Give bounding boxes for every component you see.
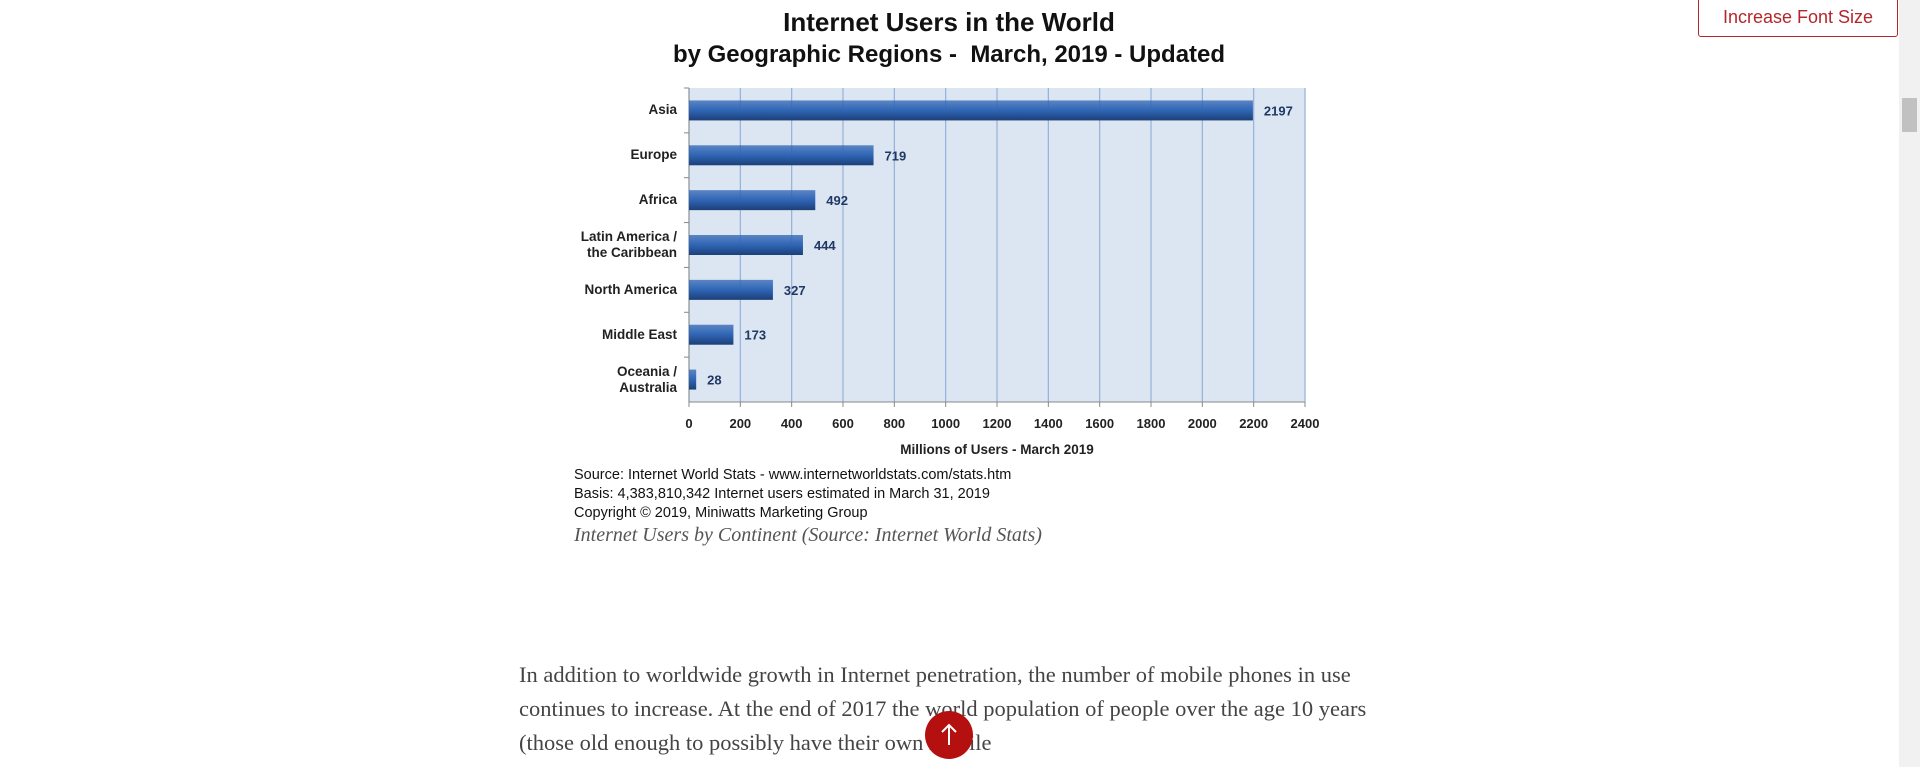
x-tick-label: 1400 (1034, 416, 1063, 431)
paragraph: In addition to worldwide growth in Inter… (519, 662, 1367, 755)
x-tick-label: 1600 (1085, 416, 1114, 431)
x-tick-label: 600 (832, 416, 854, 431)
chart-subtitle: by Geographic Regions - March, 2019 - Up… (673, 41, 1225, 68)
x-tick-label: 2200 (1239, 416, 1268, 431)
x-tick-label: 0 (685, 416, 692, 431)
bar (689, 235, 803, 255)
y-tick-label: Middle East (601, 326, 677, 342)
x-tick-label: 400 (781, 416, 803, 431)
y-tick-label: Africa (638, 192, 677, 208)
bar (689, 369, 697, 390)
x-axis-title: Millions of Users - March 2019 (900, 442, 1094, 457)
value-label: 327 (784, 283, 806, 298)
y-tick-label: Europe (630, 147, 677, 163)
x-tick-label: 1800 (1137, 416, 1166, 431)
value-label: 2197 (1264, 103, 1293, 118)
value-label: 444 (814, 238, 836, 253)
scrollbar[interactable] (1899, 0, 1920, 767)
scroll-top-button[interactable] (919, 705, 979, 765)
x-tick-label: 800 (883, 416, 905, 431)
value-label: 173 (744, 328, 766, 343)
x-tick-label: 1000 (931, 416, 960, 431)
y-tick-label: North America (584, 281, 677, 297)
chart-title: Internet Users in the World (783, 7, 1115, 37)
value-label: 492 (826, 193, 848, 208)
y-tick-label: Oceania / Australia (616, 363, 677, 395)
source-note: Basis: 4,383,810,342 Internet users esti… (574, 486, 990, 502)
increase-font-button[interactable]: Increase Font Size (1698, 0, 1898, 37)
caption: Internet Users by Continent (Source: Int… (574, 524, 1042, 546)
value-label: 719 (885, 148, 907, 163)
bar (689, 145, 874, 166)
bar (689, 190, 816, 211)
x-tick-label: 2400 (1291, 416, 1320, 431)
source-note: Source: Internet World Stats - www.inter… (574, 467, 1012, 483)
y-tick-label: Latin America / the Caribbean (580, 229, 677, 260)
bar (689, 279, 773, 300)
x-tick-label: 200 (729, 416, 751, 431)
scrollbar-thumb[interactable] (1902, 98, 1917, 132)
y-tick-label: Asia (648, 102, 677, 118)
value-label: 28 (707, 373, 721, 388)
x-tick-label: 2000 (1188, 416, 1217, 431)
x-tick-label: 1200 (983, 416, 1012, 431)
source-note: Copyright © 2019, Miniwatts Marketing Gr… (574, 505, 868, 521)
bar (689, 100, 1253, 121)
bar (689, 324, 734, 345)
